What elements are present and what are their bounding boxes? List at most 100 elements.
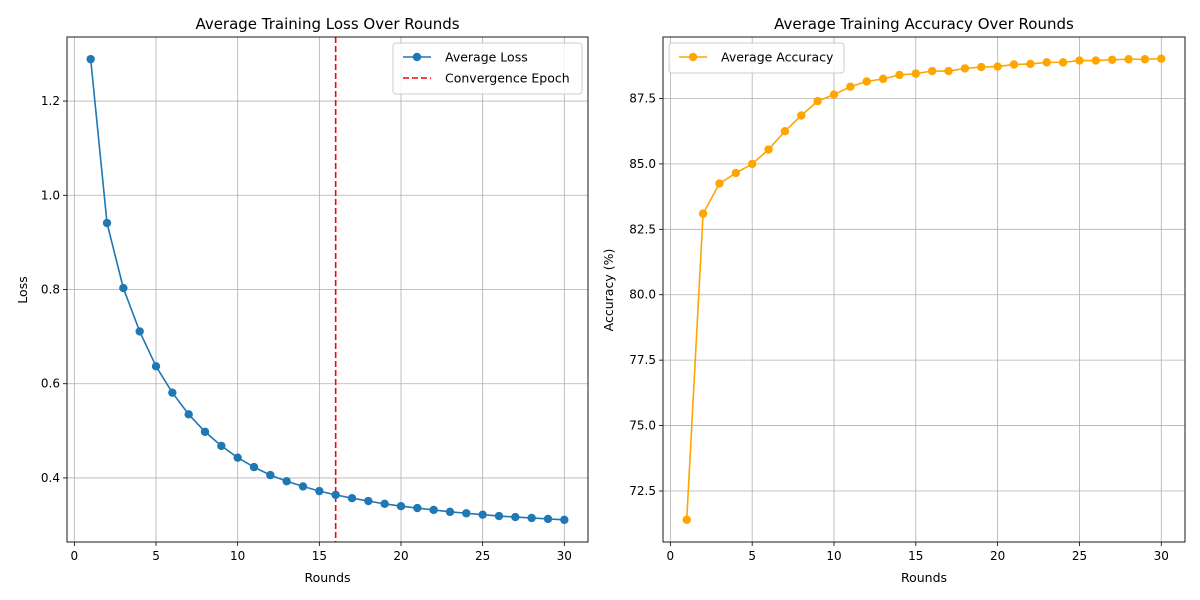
loss-x-tick-label: 20 (393, 549, 408, 563)
loss-chart-panel: Average Training Loss Over Rounds Rounds… (15, 15, 589, 585)
loss-data-point (217, 441, 226, 451)
accuracy-data-point (813, 96, 822, 106)
accuracy-data-point (993, 62, 1002, 71)
accuracy-data-point (1107, 55, 1117, 64)
loss-data-point (249, 462, 259, 472)
accuracy-x-tick-label: 25 (1072, 549, 1087, 563)
loss-data-point (102, 218, 112, 228)
loss-data-point (478, 510, 487, 519)
accuracy-x-tick-label: 30 (1154, 549, 1169, 563)
loss-x-tick-label: 15 (312, 549, 327, 563)
accuracy-x-tick-label: 5 (748, 549, 756, 563)
loss-x-tick-label: 0 (71, 549, 79, 563)
loss-data-point (364, 496, 373, 506)
accuracy-data-point (862, 77, 871, 86)
loss-legend-marker (412, 52, 422, 62)
accuracy-legend-marker (688, 52, 698, 62)
accuracy-chart-panel: Average Training Accuracy Over Rounds Ro… (601, 15, 1186, 585)
loss-data-point (429, 505, 438, 515)
accuracy-y-tick-label: 77.5 (629, 353, 656, 367)
accuracy-x-axis-label: Rounds (901, 570, 947, 585)
accuracy-axes-frame (662, 36, 1186, 543)
accuracy-data-point (682, 515, 691, 524)
loss-data-point (184, 410, 193, 419)
loss-y-tick-label: 0.8 (41, 283, 60, 297)
loss-legend-box (392, 42, 583, 95)
loss-data-point (413, 503, 422, 513)
accuracy-data-point (878, 74, 888, 84)
loss-data-point (347, 493, 357, 503)
accuracy-legend-box (668, 42, 845, 74)
accuracy-y-tick-label: 82.5 (629, 222, 656, 236)
accuracy-data-point (698, 209, 708, 218)
accuracy-x-tick-label: 0 (667, 549, 675, 563)
accuracy-data-point (1042, 58, 1051, 67)
accuracy-y-tick-label: 75.0 (629, 419, 656, 433)
accuracy-data-point (715, 179, 724, 188)
accuracy-data-point (846, 82, 855, 91)
loss-chart-title: Average Training Loss Over Rounds (195, 15, 459, 33)
accuracy-data-point (797, 111, 806, 120)
loss-grid (67, 37, 588, 542)
accuracy-data-point (960, 64, 970, 73)
loss-legend: Average Loss Convergence Epoch (392, 42, 583, 95)
accuracy-legend: Average Accuracy (668, 42, 845, 74)
accuracy-x-tick-label: 20 (990, 549, 1005, 563)
accuracy-data-point (1075, 56, 1084, 65)
accuracy-data-point (927, 66, 937, 76)
loss-x-tick-label: 5 (152, 549, 160, 563)
loss-y-tick-label: 0.4 (41, 471, 60, 485)
loss-data-point (298, 482, 308, 491)
accuracy-data-point (731, 168, 741, 178)
loss-data-point (462, 509, 471, 518)
loss-data-point (527, 513, 536, 523)
loss-data-point (168, 388, 177, 397)
accuracy-data-point (1009, 60, 1019, 69)
loss-data-point (266, 470, 275, 480)
loss-data-point (445, 507, 455, 517)
accuracy-data-point (747, 159, 757, 169)
accuracy-y-axis-label: Accuracy (%) (601, 249, 616, 332)
loss-data-point (511, 512, 520, 522)
loss-data-point (135, 327, 144, 336)
loss-data-point (315, 486, 324, 496)
loss-data-point (494, 511, 504, 521)
accuracy-data-point (764, 145, 773, 154)
loss-x-axis-label: Rounds (304, 570, 350, 585)
loss-data-point (331, 490, 340, 500)
accuracy-data-point (1140, 55, 1150, 64)
loss-data-point (151, 362, 161, 371)
loss-legend-label: Convergence Epoch (445, 71, 570, 86)
accuracy-y-tick-label: 85.0 (629, 157, 656, 171)
loss-data-point (543, 514, 553, 524)
loss-y-tick-label: 1.2 (41, 94, 60, 108)
accuracy-grid (663, 37, 1185, 542)
loss-x-tick-label: 25 (475, 549, 490, 563)
loss-legend-label: Average Loss (445, 50, 528, 65)
loss-data-point (560, 515, 569, 525)
accuracy-data-point (1124, 55, 1133, 64)
loss-data-point (233, 453, 242, 462)
accuracy-data-point (1157, 54, 1166, 63)
accuracy-data-point (911, 69, 921, 78)
loss-data-point (119, 283, 128, 293)
accuracy-y-tick-label: 72.5 (629, 484, 656, 498)
loss-axes-frame (66, 36, 589, 543)
accuracy-data-point (1058, 58, 1068, 67)
accuracy-series-line (685, 57, 1162, 520)
accuracy-x-tick-label: 15 (908, 549, 923, 563)
accuracy-data-point (1091, 56, 1101, 65)
accuracy-y-tick-label: 80.0 (629, 288, 656, 302)
accuracy-legend-label: Average Accuracy (721, 50, 834, 65)
accuracy-chart-title: Average Training Accuracy Over Rounds (774, 15, 1074, 33)
loss-y-axis-label: Loss (15, 276, 30, 303)
accuracy-y-tick-label: 87.5 (629, 91, 656, 105)
accuracy-data-point (780, 126, 790, 136)
loss-data-point (380, 499, 389, 509)
loss-y-tick-label: 1.0 (41, 188, 60, 202)
loss-data-point (86, 54, 95, 64)
loss-data-point (396, 501, 406, 511)
accuracy-data-point (1026, 59, 1035, 69)
loss-data-point (200, 427, 210, 436)
